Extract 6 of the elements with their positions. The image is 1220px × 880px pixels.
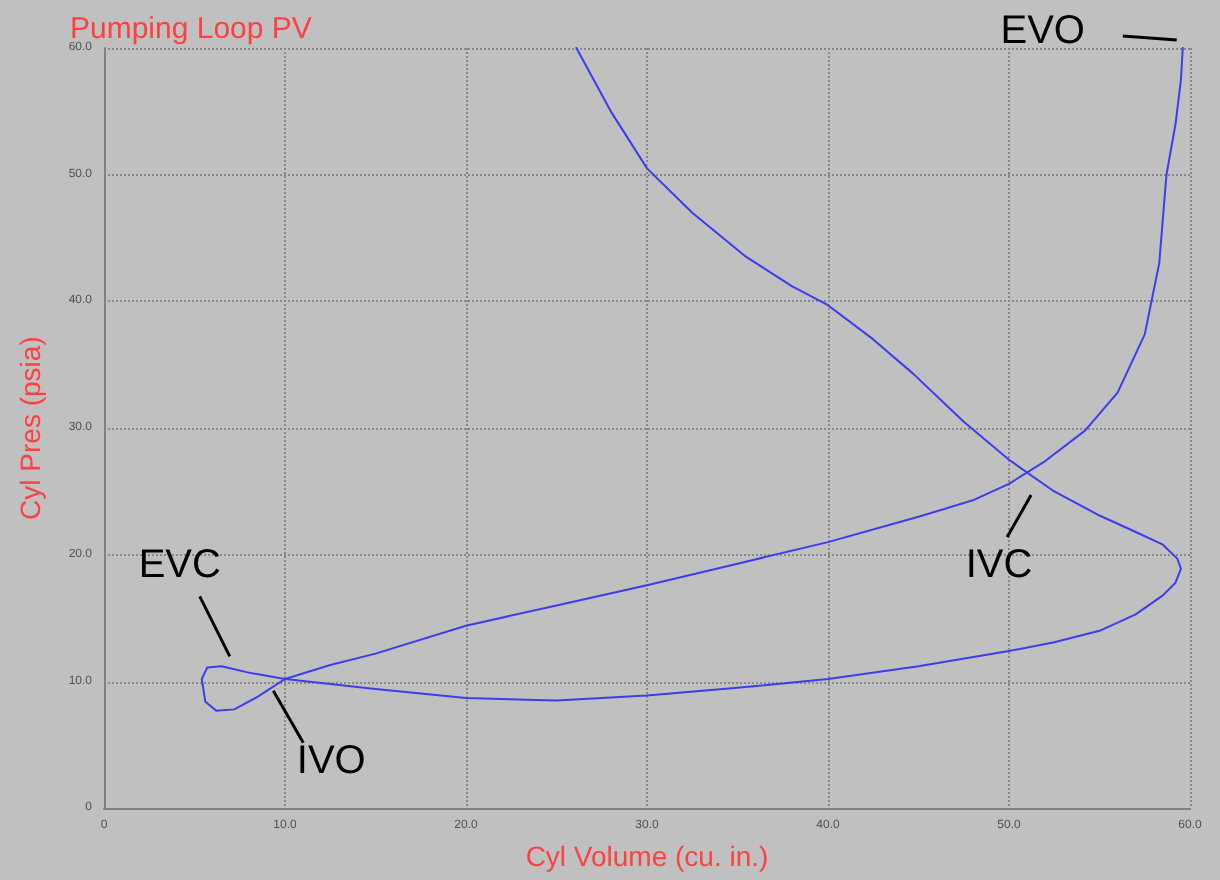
annotation: IVO (296, 739, 366, 786)
x-axis-title: Cyl Volume (cu. in.) (525, 840, 769, 872)
annotation: EVC (138, 543, 221, 590)
annotation: IVC (965, 542, 1033, 589)
y-axis-title: Cyl Pres (psia) (14, 336, 46, 520)
annotation: EVO (1000, 9, 1085, 55)
